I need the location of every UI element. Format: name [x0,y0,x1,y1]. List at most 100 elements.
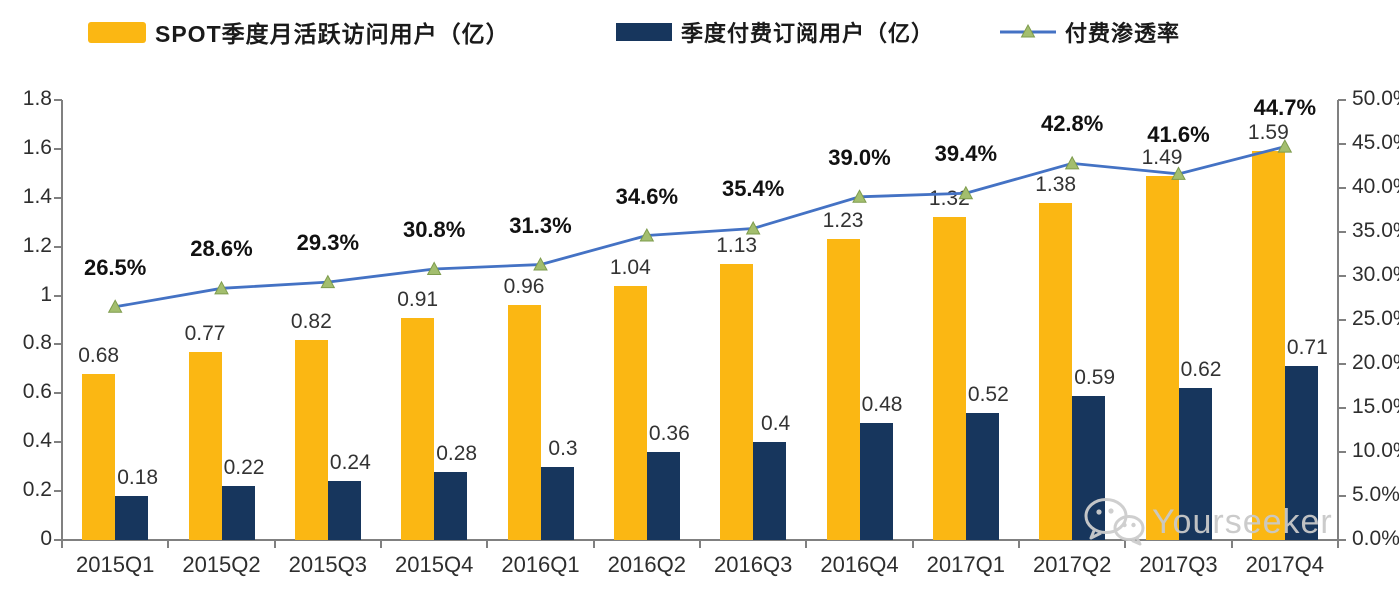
bar-label-mau: 1.04 [609,255,651,279]
bar-mau [188,351,222,540]
pct-label: 35.4% [721,176,785,202]
wechat-icon [1084,498,1145,546]
bar-label-mau: 0.96 [503,275,545,299]
y-axis-right-label: 30.0% [1352,263,1399,286]
pct-label: 30.8% [402,216,466,242]
x-axis-tick [699,540,701,548]
y-axis-left-label: 0 [40,527,52,550]
y-axis-right-tick [1338,99,1346,101]
y-axis-right-tick [1338,407,1346,409]
triangle-marker [1064,155,1080,170]
triangle-marker [852,189,867,203]
y-axis-left-tick [54,147,62,150]
y-axis-left-label: 1 [40,282,52,306]
bar-label-subs: 0.36 [648,422,690,445]
x-axis-label: 2016Q4 [820,552,899,577]
bar-label-subs: 0.48 [861,392,903,416]
triangle-marker [533,257,548,271]
y-axis-right-tick [1338,143,1346,145]
legend-item-penetration: 付费渗透率 [1000,18,1180,46]
y-axis-left-tick [54,343,62,346]
x-axis-tick [486,540,489,548]
y-axis-left-tick [54,294,62,297]
legend-line-triangle-icon [1000,24,1056,38]
triangle-marker [107,299,123,313]
y-axis-left-tick [54,441,62,444]
bar-label-mau: 1.13 [716,233,758,257]
legend-label-subs: 季度付费订阅用户（亿） [681,21,935,46]
bar-subs [434,471,468,540]
bar-subs [221,486,255,540]
legend-item-mau: SPOT季度月活跃访问用户（亿） [88,18,510,47]
bar-mau [826,239,860,540]
y-axis-right-tick [1338,539,1346,541]
y-axis-right-label: 35.0% [1352,219,1399,242]
watermark: Yourseeker [1082,496,1333,548]
bar-label-subs: 0.18 [117,466,159,489]
x-axis-label: 2015Q1 [76,552,155,577]
x-axis-tick [1124,540,1127,548]
y-axis-right-label: 5.0% [1352,483,1399,506]
x-axis-label: 2015Q2 [182,552,261,577]
bar-label-mau: 1.23 [822,209,864,233]
y-axis-right-label: 15.0% [1352,395,1399,418]
bar-mau [507,305,541,540]
x-axis-label: 2016Q3 [714,552,793,577]
bar-subs [540,466,574,540]
legend-item-subs: 季度付费订阅用户（亿） [616,18,934,46]
x-axis-label: 2015Q3 [288,552,367,577]
bar-subs [753,442,787,540]
bar-subs [115,496,149,540]
legend-swatch-mau-bar [88,21,146,43]
y-axis-left-label: 1.2 [22,233,52,257]
pct-label: 39.0% [828,144,891,170]
y-axis-right-tick [1338,231,1346,233]
pct-label: 42.8% [1040,111,1104,137]
pct-label: 28.6% [190,236,253,262]
y-axis-right-tick [1338,451,1346,453]
x-axis-tick [592,540,595,548]
x-axis-tick [380,540,382,548]
x-axis-tick [1230,540,1233,548]
y-axis-right-label: 0.0% [1352,527,1399,550]
pct-label: 31.3% [509,212,572,238]
y-axis-left-tick [54,490,62,493]
x-axis-tick [805,540,808,548]
triangle-marker [320,274,336,289]
bar-label-subs: 0.4 [761,412,791,436]
y-axis-left-label: 0.2 [22,478,52,502]
y-axis-left-tick [54,196,62,199]
bar-subs [965,412,999,540]
bar-subs [646,452,680,540]
bar-mau [294,339,328,540]
bar-subs [1072,395,1106,540]
y-axis-left-tick [54,245,62,248]
x-axis-tick [61,540,63,548]
bar-mau [401,317,435,540]
y-axis-left-tick [54,392,62,395]
y-axis-right-label: 20.0% [1352,351,1399,374]
bar-label-subs: 0.52 [967,382,1009,406]
x-axis-label: 2017Q3 [1139,552,1218,577]
bar-label-mau: 0.77 [184,321,226,345]
y-axis-left-tick [54,99,62,101]
penetration-line [114,145,1286,309]
y-axis-right-label: 40.0% [1352,175,1399,198]
x-axis-label: 2016Q2 [607,552,686,577]
bar-label-subs: 0.3 [548,436,578,460]
x-axis-tick [911,540,914,548]
legend-label-mau: SPOT季度月活跃访问用户（亿） [155,21,510,47]
bar-label-mau: 0.91 [397,287,439,311]
bar-mau [720,263,754,540]
bar-label-mau: 1.59 [1247,121,1289,145]
watermark-text: Yourseeker [1152,502,1333,541]
bar-label-subs: 0.71 [1286,336,1328,360]
y-axis-right-tick [1338,363,1346,365]
y-axis-left-label: 1.4 [22,184,52,208]
bar-mau [932,217,966,540]
pct-label: 39.4% [934,141,998,167]
x-axis-tick [273,540,276,548]
bar-mau [613,285,647,540]
